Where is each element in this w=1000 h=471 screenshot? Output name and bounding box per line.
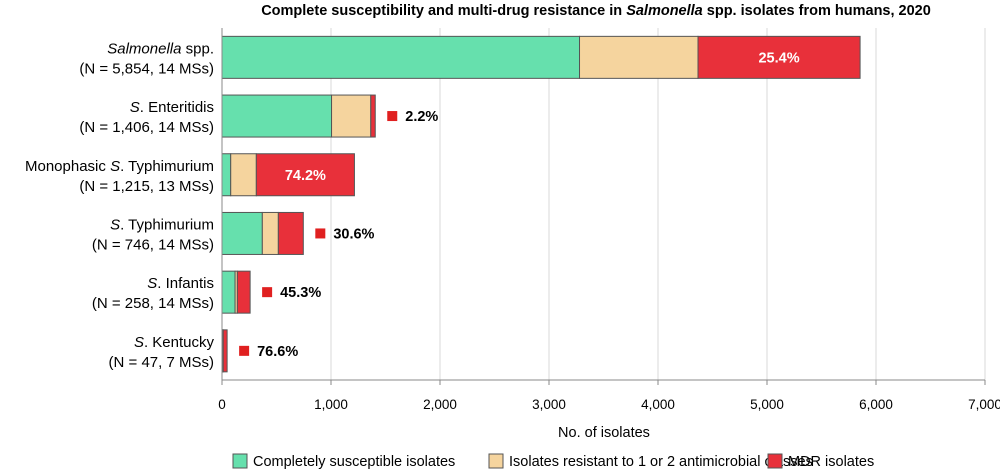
mdr-percent-label: 2.2% bbox=[405, 109, 438, 125]
x-tick-label: 5,000 bbox=[750, 397, 784, 412]
mdr-marker bbox=[239, 345, 250, 356]
legend-swatch bbox=[488, 453, 504, 469]
legend-entry: Isolates resistant to 1 or 2 antimicrobi… bbox=[509, 454, 813, 470]
bar-segment bbox=[697, 35, 861, 79]
x-tick-label: 1,000 bbox=[314, 397, 348, 412]
bar-segment bbox=[221, 94, 333, 138]
x-tick-label: 0 bbox=[218, 397, 226, 412]
bar-segment bbox=[222, 329, 228, 373]
bar-segment bbox=[370, 94, 376, 138]
category-count-label: (N = 5,854, 14 MSs) bbox=[79, 60, 214, 77]
category-label: S. Typhimurium bbox=[110, 216, 214, 233]
mdr-percent-label: 45.3% bbox=[280, 285, 321, 301]
category-labels: Salmonella spp. (N = 5,854, 14 MSs) S. Ent… bbox=[25, 40, 214, 371]
chart-title: Complete susceptibility and multi-drug r… bbox=[261, 3, 931, 19]
bar-segment bbox=[255, 153, 355, 197]
mdr-percent-label: 25.4% bbox=[758, 50, 799, 66]
x-tick-label: 7,000 bbox=[968, 397, 1000, 412]
x-ticks: 0 1,000 2,000 3,000 4,000 5,000 6,000 7,000 bbox=[218, 380, 1000, 412]
category-label: S. Kentucky bbox=[134, 334, 215, 351]
category-count-label: (N = 1,406, 14 MSs) bbox=[79, 119, 214, 136]
bar-segment bbox=[579, 35, 699, 79]
gridlines bbox=[330, 28, 986, 380]
bar-segment bbox=[277, 211, 304, 255]
category-label: S. Enteritidis bbox=[130, 99, 214, 116]
x-tick-label: 2,000 bbox=[423, 397, 457, 412]
bar-segment bbox=[236, 270, 251, 314]
bar-segment bbox=[221, 35, 581, 79]
category-count-label: (N = 47, 7 MSs) bbox=[109, 354, 214, 371]
bar-segment bbox=[331, 94, 372, 138]
bar-segment bbox=[221, 270, 236, 314]
bars: 25.4% 2.2% 74.2% 30.6% 45.3% 76.6% bbox=[221, 35, 861, 373]
mdr-percent-label: 76.6% bbox=[257, 344, 298, 360]
mdr-percent-label: 30.6% bbox=[333, 226, 374, 242]
bar-segment bbox=[221, 211, 263, 255]
category-count-label: (N = 258, 14 MSs) bbox=[92, 295, 214, 312]
mdr-marker bbox=[387, 111, 398, 122]
legend-swatch bbox=[767, 453, 783, 469]
x-tick-label: 3,000 bbox=[532, 397, 566, 412]
x-tick-label: 6,000 bbox=[859, 397, 893, 412]
category-label: Salmonella spp. bbox=[107, 40, 214, 57]
legend-entry: Completely susceptible isolates bbox=[253, 454, 455, 470]
bar-segment bbox=[230, 153, 257, 197]
legend-entry: MDR isolates bbox=[788, 454, 874, 470]
bar-segment bbox=[221, 153, 232, 197]
mdr-marker bbox=[262, 287, 273, 298]
category-label: S. Infantis bbox=[147, 275, 214, 292]
category-count-label: (N = 746, 14 MSs) bbox=[92, 236, 214, 253]
mdr-percent-label: 74.2% bbox=[285, 168, 326, 184]
mdr-marker bbox=[315, 228, 326, 239]
category-count-label: (N = 1,215, 13 MSs) bbox=[79, 178, 214, 195]
x-tick-label: 4,000 bbox=[641, 397, 675, 412]
bar-segment bbox=[261, 211, 279, 255]
legend-swatch bbox=[232, 453, 248, 469]
legend: Completely susceptible isolates Isolates … bbox=[232, 453, 874, 470]
x-axis-label: No. of isolates bbox=[558, 425, 650, 441]
category-label: Monophasic S. Typhimurium bbox=[25, 158, 214, 175]
